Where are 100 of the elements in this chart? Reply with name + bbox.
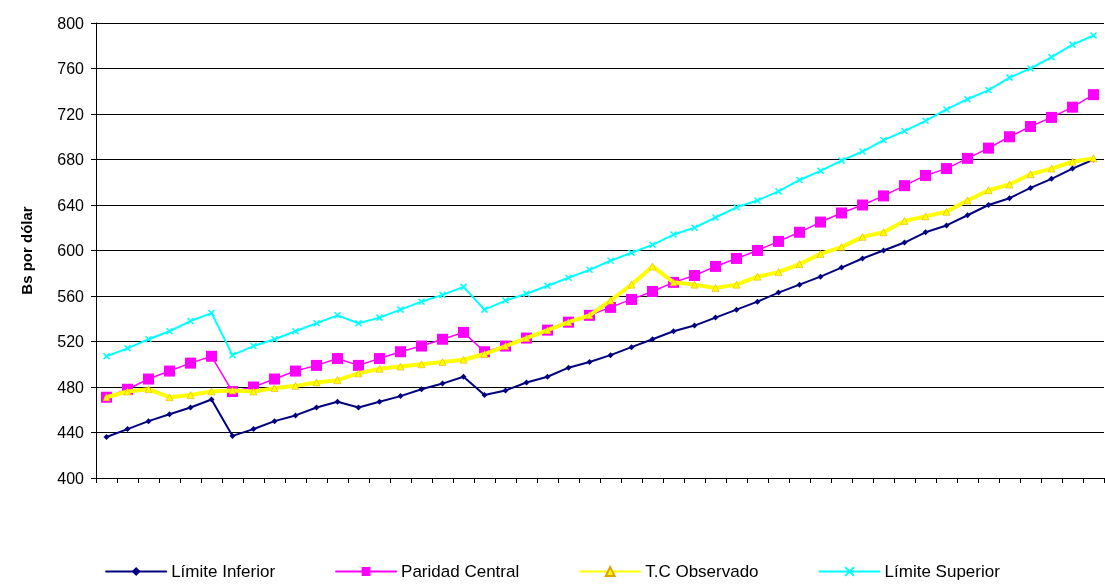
point <box>395 346 406 358</box>
point <box>229 432 236 439</box>
point <box>731 252 742 264</box>
y-tick-label: 640 <box>57 196 85 214</box>
y-tick-label: 440 <box>57 424 85 441</box>
point <box>1027 184 1034 191</box>
point <box>964 212 971 219</box>
legend-label: Límite Inferior <box>171 562 276 581</box>
point <box>985 202 992 208</box>
point <box>103 434 110 441</box>
point <box>124 426 131 433</box>
point <box>962 152 973 164</box>
point <box>878 190 889 202</box>
point <box>857 199 868 211</box>
point <box>376 398 383 405</box>
point <box>374 353 385 365</box>
point <box>375 365 384 373</box>
point <box>187 404 194 411</box>
point <box>206 350 217 362</box>
legend-label: Paridad Central <box>401 562 520 581</box>
point <box>817 273 824 280</box>
point <box>794 226 805 238</box>
point <box>481 391 488 398</box>
point <box>249 387 258 396</box>
point <box>899 180 910 192</box>
point <box>754 298 761 305</box>
point <box>796 281 803 288</box>
point <box>901 239 908 246</box>
point <box>774 268 783 276</box>
point <box>396 362 405 371</box>
point <box>1006 195 1013 202</box>
y-tick-label: 520 <box>57 333 85 350</box>
point <box>1067 101 1078 113</box>
point <box>942 208 951 216</box>
point <box>270 384 279 392</box>
point <box>943 222 950 229</box>
point <box>417 360 426 368</box>
point <box>438 358 447 366</box>
point <box>354 369 363 378</box>
point <box>689 270 700 282</box>
y-tick-label: 800 <box>57 14 85 32</box>
point <box>480 350 489 358</box>
point <box>144 385 153 394</box>
point <box>1026 170 1035 179</box>
point <box>291 382 300 390</box>
point <box>1088 89 1099 101</box>
point <box>418 386 425 393</box>
point <box>900 217 909 225</box>
point <box>333 376 342 384</box>
legend-label: T.C Observado <box>645 562 759 581</box>
point <box>1047 164 1056 173</box>
point <box>773 235 784 247</box>
point <box>815 216 826 228</box>
y-tick-label: 480 <box>57 378 85 396</box>
point <box>859 255 866 262</box>
point <box>501 296 510 305</box>
y-tick-label: 680 <box>57 151 85 168</box>
y-tick-label: 560 <box>57 287 85 305</box>
point <box>922 229 929 236</box>
point <box>732 280 741 289</box>
point <box>334 398 341 405</box>
point <box>1089 31 1098 40</box>
point <box>627 280 636 289</box>
point <box>963 196 972 205</box>
point <box>145 418 152 425</box>
point <box>1026 64 1035 73</box>
point <box>166 411 173 418</box>
point <box>984 186 993 194</box>
point <box>710 260 721 272</box>
point <box>837 243 846 251</box>
point <box>459 355 468 364</box>
y-tick-label: 760 <box>57 60 85 77</box>
point <box>752 245 763 256</box>
point <box>523 379 530 386</box>
point <box>858 147 867 156</box>
point <box>983 142 994 154</box>
point <box>165 393 174 401</box>
point <box>607 352 614 359</box>
point <box>733 306 740 313</box>
point <box>690 280 699 289</box>
point <box>879 228 888 237</box>
point <box>312 378 321 387</box>
point <box>186 391 195 399</box>
point <box>711 213 720 222</box>
point <box>858 233 867 241</box>
point <box>544 373 551 380</box>
point <box>1068 158 1077 166</box>
point <box>290 365 301 377</box>
point <box>816 250 825 258</box>
point <box>670 328 677 335</box>
point <box>941 163 952 175</box>
point <box>292 412 299 419</box>
point <box>586 358 593 365</box>
point <box>502 387 509 394</box>
point <box>838 264 845 271</box>
point <box>647 285 658 297</box>
point <box>1046 111 1057 123</box>
point <box>123 387 132 396</box>
y-axis-title: Bs por dólar <box>18 206 35 295</box>
point <box>836 207 847 219</box>
